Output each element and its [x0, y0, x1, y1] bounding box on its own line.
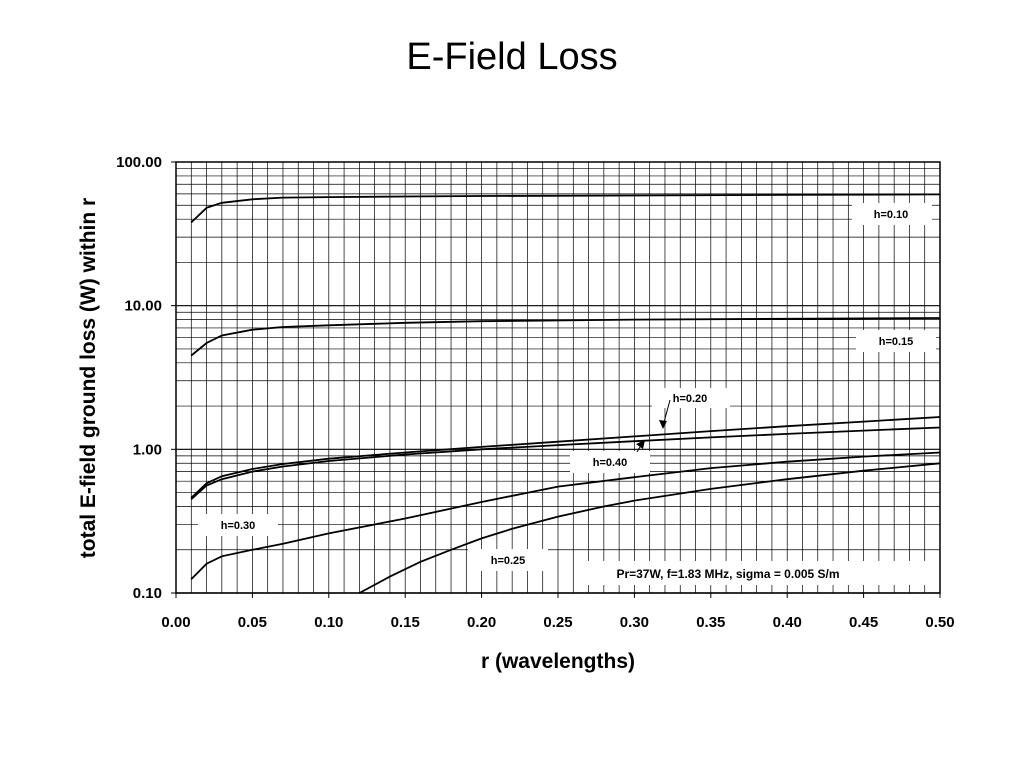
x-tick-label: 0.35	[696, 614, 725, 631]
series-lines	[190, 193, 941, 594]
series-line-h025	[358, 462, 941, 594]
chart-title: E-Field Loss	[406, 36, 618, 78]
series-label-h040: h=0.40	[570, 451, 650, 473]
annotation-text: Pr=37W, f=1.83 MHz, sigma = 0.005 S/m	[616, 567, 839, 581]
x-tick-label: 0.30	[620, 614, 649, 631]
leader-arrow-h040	[636, 440, 645, 453]
x-tick-label: 0.50	[925, 614, 954, 631]
x-tick-label: 0.40	[773, 614, 802, 631]
x-tick-label: 0.10	[314, 614, 343, 631]
y-tick-label: 10.00	[124, 298, 162, 315]
series-line-h010	[190, 193, 941, 224]
series-line-h015	[190, 317, 941, 357]
x-tick-label: 0.25	[543, 614, 572, 631]
series-label-h015-text: h=0.15	[879, 336, 914, 348]
series-line-h030	[190, 451, 941, 580]
y-tick-label: 100.00	[116, 154, 162, 171]
x-tick-labels: 0.00 0.05 0.10 0.15 0.20 0.25 0.30 0.35 0.40 0.45…	[161, 593, 955, 631]
series-label-h040-text: h=0.40	[593, 457, 628, 469]
series-label-h010: h=0.10	[852, 203, 932, 225]
x-axis-title: r (wavelengths)	[481, 650, 635, 673]
series-label-h030-text: h=0.30	[221, 520, 256, 532]
series-line-h040	[190, 426, 941, 500]
series-label-h025: h=0.25	[468, 549, 548, 571]
annotation-box: Pr=37W, f=1.83 MHz, sigma = 0.005 S/m	[586, 561, 932, 585]
series-label-h020-text: h=0.20	[673, 393, 708, 405]
x-tick-label: 0.20	[467, 614, 496, 631]
y-tick-labels: 100.00 10.00 1.00 0.10	[116, 154, 176, 602]
y-tick-label: 1.00	[133, 441, 162, 458]
series-label-h030: h=0.30	[198, 514, 278, 536]
series-label-h015: h=0.15	[856, 330, 936, 352]
series-line-h020	[190, 416, 941, 499]
leader-arrow-h020	[659, 399, 671, 429]
x-tick-label: 0.05	[238, 614, 267, 631]
y-axis-title: total E-field ground loss (W) within r	[77, 198, 100, 558]
series-label-h010-text: h=0.10	[874, 209, 909, 221]
x-tick-label: 0.45	[849, 614, 878, 631]
x-tick-label: 0.00	[161, 614, 190, 631]
series-label-h025-text: h=0.25	[491, 555, 526, 567]
series-label-h020: h=0.20	[652, 388, 730, 408]
plot-grid	[175, 162, 941, 594]
x-tick-label: 0.15	[391, 614, 420, 631]
y-tick-label: 0.10	[133, 585, 162, 602]
